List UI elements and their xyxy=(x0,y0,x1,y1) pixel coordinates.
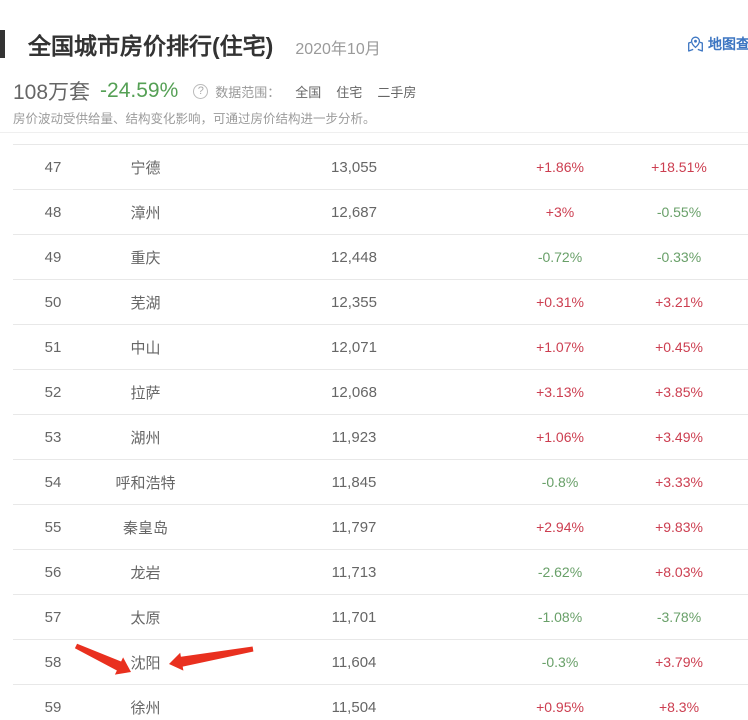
price-cell: 12,448 xyxy=(331,248,377,266)
table-row[interactable]: 58 沈阳 11,604 -0.3% +3.79% xyxy=(13,639,748,684)
mom-change-cell: +3% xyxy=(545,204,575,220)
price-cell: 12,355 xyxy=(331,293,377,311)
map-view-link[interactable]: 地图查 xyxy=(687,34,748,54)
mom-change-cell: -0.8% xyxy=(541,474,579,490)
city-cell[interactable]: 龙岩 xyxy=(130,564,161,582)
yoy-change-cell: +9.83% xyxy=(655,519,703,535)
price-cell: 13,055 xyxy=(331,158,377,176)
scope-value-market[interactable]: 二手房 xyxy=(377,84,417,100)
stats-note: 房价波动受供给量、结构变化影响，可通过房价结构进一步分析。 xyxy=(13,112,376,126)
yoy-change-cell: +18.51% xyxy=(651,159,707,175)
yoy-change-cell: +3.33% xyxy=(655,474,703,490)
map-view-link-label: 地图查 xyxy=(708,36,748,52)
table-row[interactable]: 49 重庆 12,448 -0.72% -0.33% xyxy=(13,234,748,279)
yoy-change-cell: +3.49% xyxy=(655,429,703,445)
city-cell[interactable]: 秦皇岛 xyxy=(122,519,168,537)
city-cell[interactable]: 芜湖 xyxy=(130,294,161,312)
rank-cell: 49 xyxy=(44,248,62,266)
yoy-change-cell: +3.79% xyxy=(655,654,703,670)
rank-cell: 48 xyxy=(44,203,62,221)
mom-change-cell: +3.13% xyxy=(536,384,584,400)
rank-cell: 56 xyxy=(44,563,62,581)
mom-change-cell: +2.94% xyxy=(536,519,584,535)
table-row[interactable]: 55 秦皇岛 11,797 +2.94% +9.83% xyxy=(13,504,748,549)
yoy-change-cell: -3.78% xyxy=(656,609,702,625)
table-row[interactable]: 54 呼和浩特 11,845 -0.8% +3.33% xyxy=(13,459,748,504)
city-cell[interactable]: 沈阳 xyxy=(130,654,161,672)
mom-change-cell: +0.95% xyxy=(536,699,584,715)
city-cell[interactable]: 重庆 xyxy=(130,249,161,267)
rank-cell: 47 xyxy=(44,158,62,176)
yoy-change-cell: +3.85% xyxy=(655,384,703,400)
price-cell: 11,713 xyxy=(331,563,377,581)
city-cell[interactable]: 徐州 xyxy=(130,699,161,717)
city-cell[interactable]: 漳州 xyxy=(130,204,161,222)
listing-volume-change: -24.59% xyxy=(100,79,179,102)
listing-volume: 108万套 xyxy=(13,81,91,104)
yoy-change-cell: +3.21% xyxy=(655,294,703,310)
city-cell[interactable]: 呼和浩特 xyxy=(115,474,176,492)
price-cell: 12,687 xyxy=(331,203,377,221)
help-icon[interactable]: ? xyxy=(193,83,209,99)
price-cell: 11,797 xyxy=(331,518,377,536)
yoy-change-cell: +0.45% xyxy=(655,339,703,355)
city-cell[interactable]: 湖州 xyxy=(130,429,161,447)
report-date: 2020年10月 xyxy=(295,40,381,58)
city-cell[interactable]: 宁德 xyxy=(130,159,161,177)
city-cell[interactable]: 太原 xyxy=(130,609,161,627)
yoy-change-cell: -0.33% xyxy=(656,249,702,265)
data-scope-label: 数据范围： xyxy=(215,84,281,100)
rank-cell: 52 xyxy=(44,383,62,401)
price-cell: 11,604 xyxy=(331,653,377,671)
table-row[interactable]: 57 太原 11,701 -1.08% -3.78% xyxy=(13,594,748,639)
price-cell: 11,845 xyxy=(331,473,377,491)
mom-change-cell: +0.31% xyxy=(536,294,584,310)
mom-change-cell: -2.62% xyxy=(537,564,583,580)
city-cell[interactable]: 拉萨 xyxy=(130,384,161,402)
table-row[interactable]: 47 宁德 13,055 +1.86% +18.51% xyxy=(13,144,748,189)
rank-cell: 53 xyxy=(44,428,62,446)
table-row[interactable]: 48 漳州 12,687 +3% -0.55% xyxy=(13,189,748,234)
table-row[interactable]: 59 徐州 11,504 +0.95% +8.3% xyxy=(13,684,748,720)
rank-cell: 57 xyxy=(44,608,62,626)
map-pin-icon xyxy=(688,36,703,52)
table-row[interactable]: 50 芜湖 12,355 +0.31% +3.21% xyxy=(13,279,748,324)
rank-cell: 55 xyxy=(44,518,62,536)
price-cell: 11,923 xyxy=(331,428,377,446)
yoy-change-cell: -0.55% xyxy=(656,204,702,220)
price-cell: 11,504 xyxy=(331,698,377,716)
yoy-change-cell: +8.3% xyxy=(658,699,700,715)
mom-change-cell: +1.07% xyxy=(536,339,584,355)
rank-cell: 50 xyxy=(44,293,62,311)
price-cell: 12,071 xyxy=(331,338,377,356)
price-table-body: 47 宁德 13,055 +1.86% +18.51% 48 漳州 12,687… xyxy=(0,144,748,720)
mom-change-cell: +1.06% xyxy=(536,429,584,445)
rank-cell: 51 xyxy=(44,338,62,356)
scope-value-region[interactable]: 全国 xyxy=(295,84,322,100)
mom-change-cell: +1.86% xyxy=(536,159,584,175)
title-accent-bar xyxy=(0,30,5,58)
mom-change-cell: -0.3% xyxy=(541,654,579,670)
mom-change-cell: -1.08% xyxy=(537,609,583,625)
yoy-change-cell: +8.03% xyxy=(655,564,703,580)
rank-cell: 59 xyxy=(44,698,62,716)
table-row[interactable]: 56 龙岩 11,713 -2.62% +8.03% xyxy=(13,549,748,594)
page-header: 全国城市房价排行(住宅) 2020年10月 地图查 108万套 -24.59% … xyxy=(0,0,748,133)
table-row[interactable]: 52 拉萨 12,068 +3.13% +3.85% xyxy=(13,369,748,414)
page-title: 全国城市房价排行(住宅) xyxy=(28,33,274,59)
city-cell[interactable]: 中山 xyxy=(130,339,161,357)
table-row[interactable]: 53 湖州 11,923 +1.06% +3.49% xyxy=(13,414,748,459)
table-row[interactable]: 51 中山 12,071 +1.07% +0.45% xyxy=(13,324,748,369)
stats-row: 108万套 -24.59% ? 数据范围： 全国 住宅 二手房 xyxy=(13,76,748,106)
price-cell: 12,068 xyxy=(331,383,377,401)
rank-cell: 58 xyxy=(44,653,62,671)
mom-change-cell: -0.72% xyxy=(537,249,583,265)
price-cell: 11,701 xyxy=(331,608,377,626)
rank-cell: 54 xyxy=(44,473,62,491)
title-row: 全国城市房价排行(住宅) 2020年10月 地图查 xyxy=(0,27,748,61)
scope-value-type[interactable]: 住宅 xyxy=(336,84,363,100)
